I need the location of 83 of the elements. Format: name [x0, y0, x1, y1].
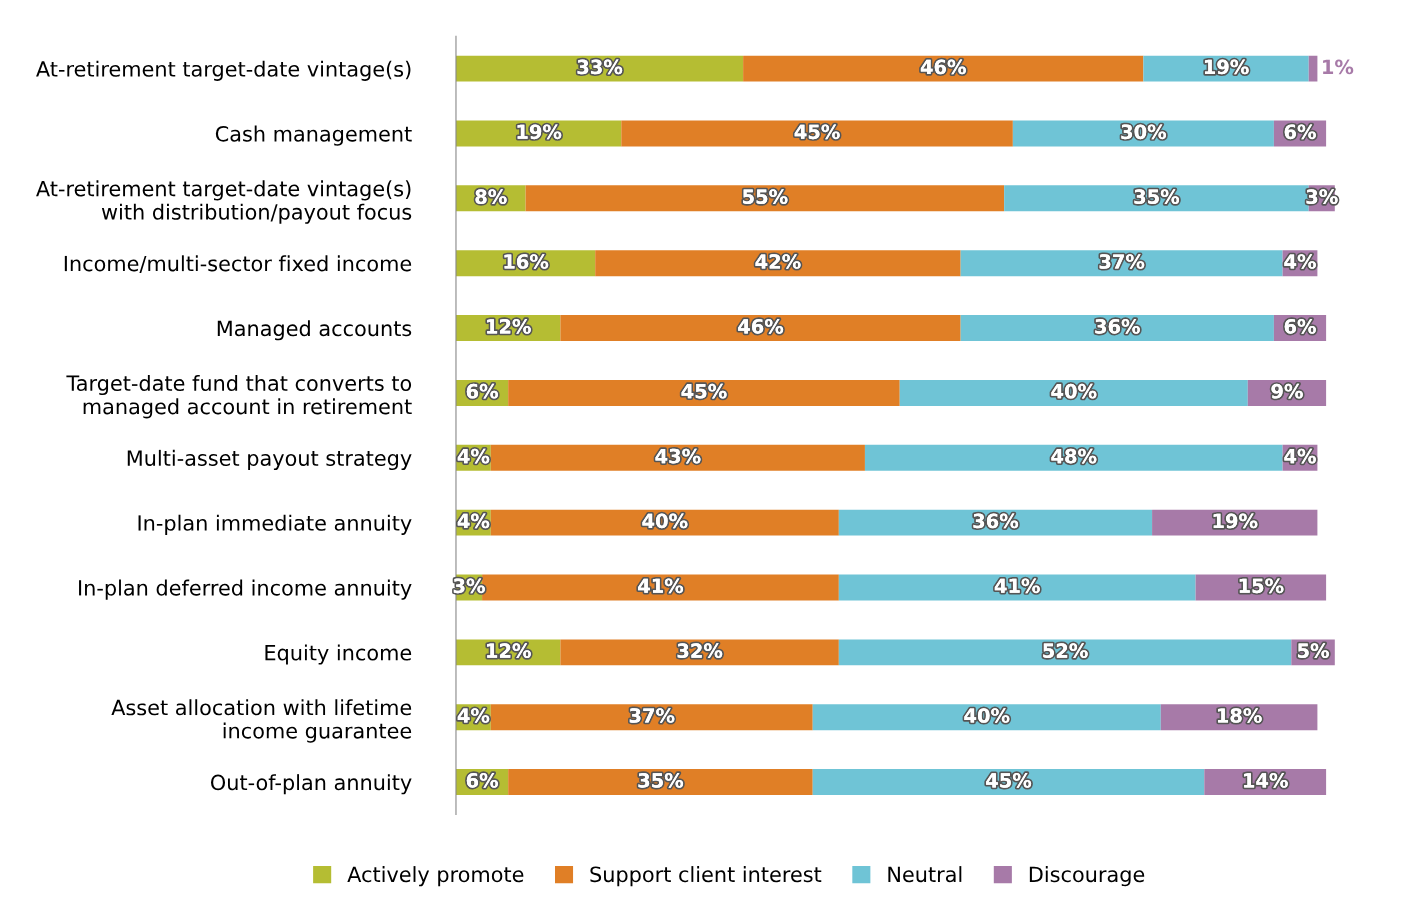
bar	[812, 704, 1161, 731]
data-label: 4%	[457, 448, 490, 464]
data-label: 41%	[638, 578, 684, 594]
data-label: 9%	[1271, 383, 1303, 399]
y-tick-label: At-retirement target-date vintage(s)	[36, 60, 411, 81]
data-label: 4%	[1284, 448, 1316, 464]
y-tick-label: Out-of-plan annuity	[211, 774, 412, 795]
data-label: 40%	[964, 708, 1010, 723]
bar	[1308, 55, 1318, 82]
legend-label: Discourage	[1029, 866, 1145, 887]
data-label: 5%	[1298, 643, 1329, 658]
bar	[508, 769, 813, 796]
data-label: 12%	[487, 643, 531, 658]
data-label: 14%	[1244, 773, 1288, 788]
data-label: 45%	[986, 773, 1032, 788]
data-label: 35%	[1134, 189, 1180, 204]
bar	[595, 250, 961, 277]
data-label: 6%	[466, 383, 498, 399]
data-label: 6%	[1284, 319, 1316, 334]
data-label: 36%	[973, 513, 1019, 529]
data-label: 12%	[487, 319, 531, 334]
data-label: 48%	[1051, 448, 1097, 464]
data-label: 40%	[642, 513, 688, 529]
data-label: 1%	[1323, 59, 1354, 75]
legend-label: Actively promote	[347, 866, 524, 887]
data-label: 40%	[1051, 383, 1097, 399]
y-tick-label: Cash management	[215, 125, 412, 146]
legend-label: Support client interest	[590, 866, 822, 887]
data-label: 32%	[677, 643, 723, 658]
bar	[960, 315, 1274, 342]
bar	[838, 639, 1292, 666]
data-label: 55%	[743, 189, 788, 204]
data-label: 41%	[994, 578, 1040, 594]
y-tick-label: Income/multi-sector fixed income	[64, 255, 412, 274]
bar	[490, 444, 865, 471]
legend-label: Neutral	[888, 866, 962, 883]
bar	[838, 509, 1153, 536]
y-tick-label: Target-date fund that converts to managed account in retirement	[66, 374, 412, 419]
data-label: 4%	[457, 513, 490, 529]
y-tick-label: In-plan deferred income annuity	[79, 579, 412, 600]
data-label: 36%	[1095, 319, 1140, 334]
data-label: 45%	[794, 124, 840, 140]
data-label: 19%	[1213, 513, 1258, 529]
data-label: 43%	[655, 448, 701, 464]
bar	[455, 55, 744, 82]
data-label: 4%	[1284, 254, 1316, 269]
data-label: 42%	[755, 254, 801, 269]
data-label: 16%	[504, 254, 549, 269]
y-tick-label: Multi-asset payout strategy	[127, 449, 412, 471]
data-label: 46%	[738, 319, 784, 334]
data-label: 6%	[466, 773, 498, 788]
bar	[560, 315, 961, 342]
data-label: 45%	[681, 383, 727, 399]
bar	[743, 55, 1144, 82]
data-label: 37%	[629, 708, 675, 723]
data-label: 19%	[517, 124, 562, 140]
bar	[490, 509, 839, 536]
data-label: 30%	[1121, 124, 1167, 140]
data-label: 18%	[1218, 708, 1262, 723]
data-label: 35%	[638, 773, 684, 788]
y-tick-label: Equity income	[265, 644, 412, 665]
bar	[960, 250, 1283, 277]
y-tick-label: At-retirement target-date vintage(s) with distribution/payout focus	[36, 180, 412, 224]
bar	[864, 444, 1283, 471]
bar	[621, 120, 1013, 147]
bar	[525, 185, 1005, 212]
data-label: 52%	[1043, 643, 1088, 658]
bar	[508, 379, 900, 406]
data-label: 4%	[457, 708, 490, 723]
data-label: 8%	[475, 189, 507, 204]
data-label: 19%	[1204, 59, 1249, 75]
bar	[560, 639, 839, 666]
data-label: 15%	[1239, 578, 1284, 594]
data-label: 46%	[920, 59, 966, 75]
bar	[899, 379, 1248, 406]
y-tick-label: Managed accounts	[217, 320, 412, 341]
data-label: 33%	[577, 59, 623, 75]
y-tick-label: In-plan immediate annuity	[138, 514, 412, 535]
y-tick-label: Asset allocation with lifetime income guarantee	[111, 699, 412, 743]
bar	[812, 769, 1205, 796]
data-label: 6%	[1284, 124, 1316, 140]
bar	[490, 704, 813, 731]
data-label: 37%	[1099, 254, 1145, 269]
